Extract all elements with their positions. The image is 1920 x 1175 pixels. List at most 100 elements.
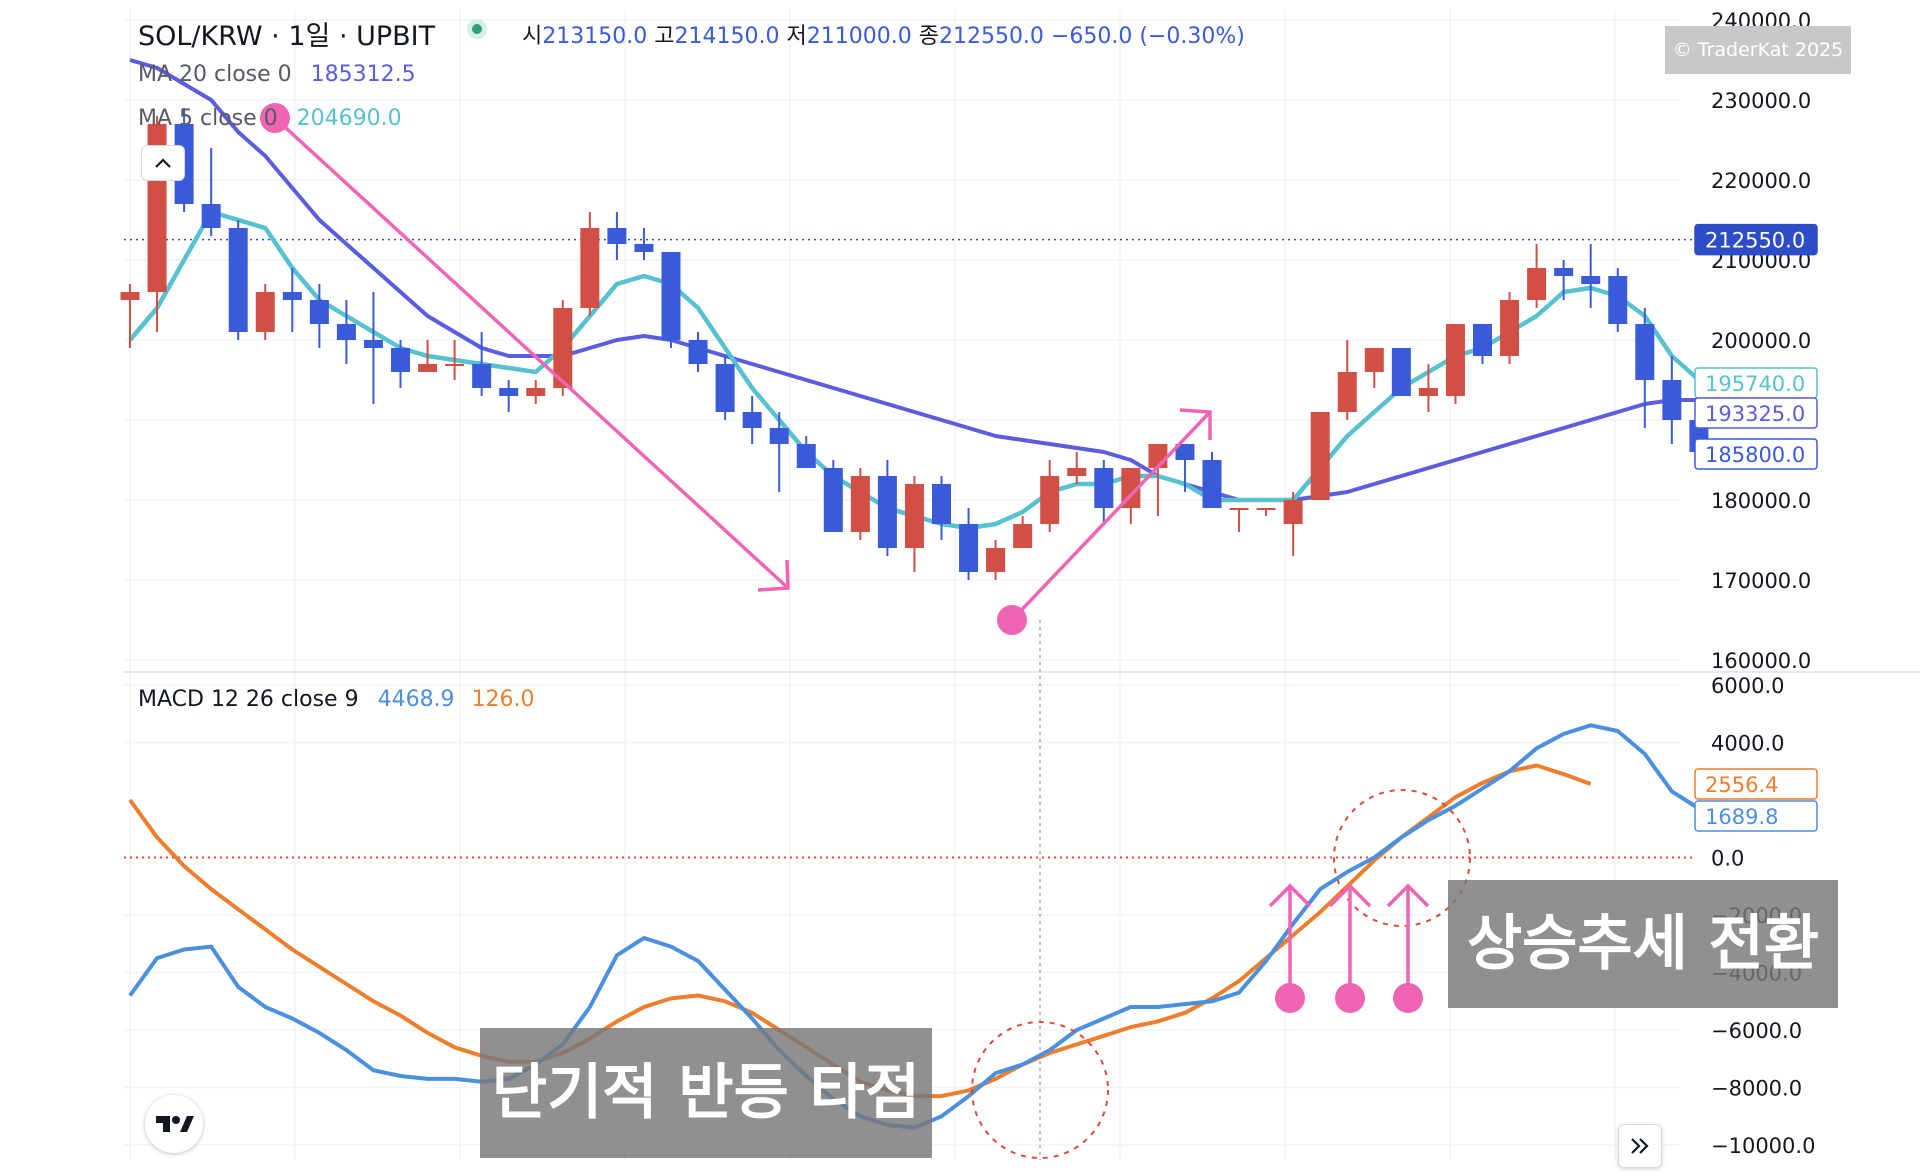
close-value: 212550.0 xyxy=(938,24,1044,49)
candle-down xyxy=(1608,276,1628,324)
uptrend-arrowhead-0 xyxy=(1268,883,1312,908)
double-chevron-right-icon xyxy=(1631,1138,1649,1154)
high-value: 214150.0 xyxy=(674,24,780,49)
candle-up xyxy=(850,476,870,532)
watermark: © TraderKat 2025 xyxy=(1665,26,1851,74)
low-label: 저 xyxy=(786,24,807,49)
ohlc-readout: 시213150.0 고214150.0 저211000.0 종212550.0 … xyxy=(522,18,1245,50)
ma5-legend[interactable]: MA 5 close 0 204690.0 xyxy=(138,106,402,131)
candle-up xyxy=(526,388,546,396)
candle-down xyxy=(769,428,789,444)
signal-badge-bg xyxy=(1694,768,1818,800)
price-tick-label: 180000.0 xyxy=(1711,489,1811,513)
ma5-label: MA 5 close 0 xyxy=(138,106,278,131)
candle-up xyxy=(904,484,924,548)
scroll-to-realtime-button[interactable] xyxy=(1618,1124,1662,1168)
candle-down xyxy=(1635,324,1655,380)
candle-down xyxy=(472,364,492,388)
candle-down xyxy=(688,340,708,364)
open-value: 213150.0 xyxy=(542,24,648,49)
candle-down xyxy=(1554,268,1574,276)
ma20-value: 185312.5 xyxy=(310,62,416,87)
candle-down xyxy=(823,468,843,532)
symbol-title: SOL/KRW · 1일 · UPBIT xyxy=(138,21,436,52)
downtrend-arrow xyxy=(273,116,790,590)
rebound-arrow xyxy=(1010,410,1212,622)
candle-down xyxy=(1202,460,1222,508)
candle-down xyxy=(1662,380,1682,420)
candle-up xyxy=(1256,508,1276,510)
price-tick-label: 220000.0 xyxy=(1711,169,1811,193)
macd-tick-label: −8000.0 xyxy=(1711,1077,1802,1101)
candle-down xyxy=(282,292,302,300)
short-rebound-label: 단기적 반등 타점 xyxy=(480,1028,932,1158)
uptrend-dot-0 xyxy=(1275,983,1305,1013)
ma20-line xyxy=(129,58,1699,502)
price-tick-label: 170000.0 xyxy=(1711,569,1811,593)
macd-tick-label: 0.0 xyxy=(1711,847,1744,871)
ma20-line-group xyxy=(129,58,1699,502)
candle-up xyxy=(1337,372,1357,412)
uptrend-dot-1 xyxy=(1335,983,1365,1013)
macd-legend[interactable]: MACD 12 26 close 9 4468.9 126.0 xyxy=(138,687,535,712)
tradingview-logo-icon[interactable] xyxy=(145,1095,203,1153)
candle-down xyxy=(634,244,654,252)
market-status-icon xyxy=(466,18,487,39)
macd-value: 4468.9 xyxy=(377,687,455,712)
candle-up xyxy=(580,228,600,308)
price-tick-label: 160000.0 xyxy=(1711,649,1811,673)
candle-down xyxy=(1391,348,1411,396)
ma20-badge-text: 193325.0 xyxy=(1705,402,1805,426)
candle-down xyxy=(607,228,627,244)
signal-value: 126.0 xyxy=(471,687,535,712)
rebound-highlight-circle xyxy=(971,1021,1109,1159)
ma20-badge-bg xyxy=(1694,397,1818,429)
macd-tick-label: −10000.0 xyxy=(1711,1134,1815,1158)
macd-tick-label: −6000.0 xyxy=(1711,1019,1802,1043)
ma20-label: MA 20 close 0 xyxy=(138,62,292,87)
candle-down xyxy=(1094,468,1114,508)
candle-up xyxy=(418,364,438,372)
collapse-legend-button[interactable] xyxy=(141,145,185,181)
crossover-highlight-circle xyxy=(1333,789,1471,927)
candle-up xyxy=(1418,388,1438,396)
ma20-legend[interactable]: MA 20 close 0 185312.5 xyxy=(138,62,416,87)
candle-down xyxy=(661,252,681,340)
chevron-up-icon xyxy=(155,158,171,168)
candle-down xyxy=(309,300,329,324)
candle-down xyxy=(932,484,951,524)
change-value: −650.0 (−0.30%) xyxy=(1050,24,1245,49)
candle-down xyxy=(228,228,248,332)
close-badge-text: 185800.0 xyxy=(1705,443,1805,467)
candle-down xyxy=(1175,444,1195,460)
candle-up xyxy=(445,364,465,366)
axis-badges: 212550.0 195740.0 193325.0 185800.0 2556.4 16… xyxy=(1694,223,1818,832)
candle-down xyxy=(499,388,519,396)
uptrend-arrowhead-2 xyxy=(1386,883,1430,908)
candle-down xyxy=(391,348,410,372)
uptrend-turn-label: 상승추세 전환 xyxy=(1448,880,1838,1008)
last-price-badge-bg xyxy=(1694,223,1818,256)
uptrend-arrowhead-1 xyxy=(1328,883,1372,908)
candle-up xyxy=(255,292,275,332)
candle-down xyxy=(715,364,735,412)
candle-up xyxy=(1229,508,1249,510)
price-tick-label: 200000.0 xyxy=(1711,329,1811,353)
rebound-arrowhead xyxy=(1179,408,1212,440)
candle-up xyxy=(1013,524,1033,548)
candle-up xyxy=(1040,476,1060,524)
close-label: 종 xyxy=(918,24,939,49)
candle-down xyxy=(742,412,762,428)
ma5-badge-text: 195740.0 xyxy=(1705,372,1805,396)
candle-down xyxy=(959,524,979,572)
candle-up xyxy=(986,548,1006,572)
candle-down xyxy=(1473,324,1492,356)
close-badge-bg xyxy=(1694,438,1818,470)
candle-up xyxy=(1283,500,1303,524)
candle-up xyxy=(120,292,140,300)
rebound-start-dot xyxy=(997,605,1027,635)
last-price-badge-text: 212550.0 xyxy=(1705,229,1805,253)
candle-down xyxy=(363,340,383,348)
